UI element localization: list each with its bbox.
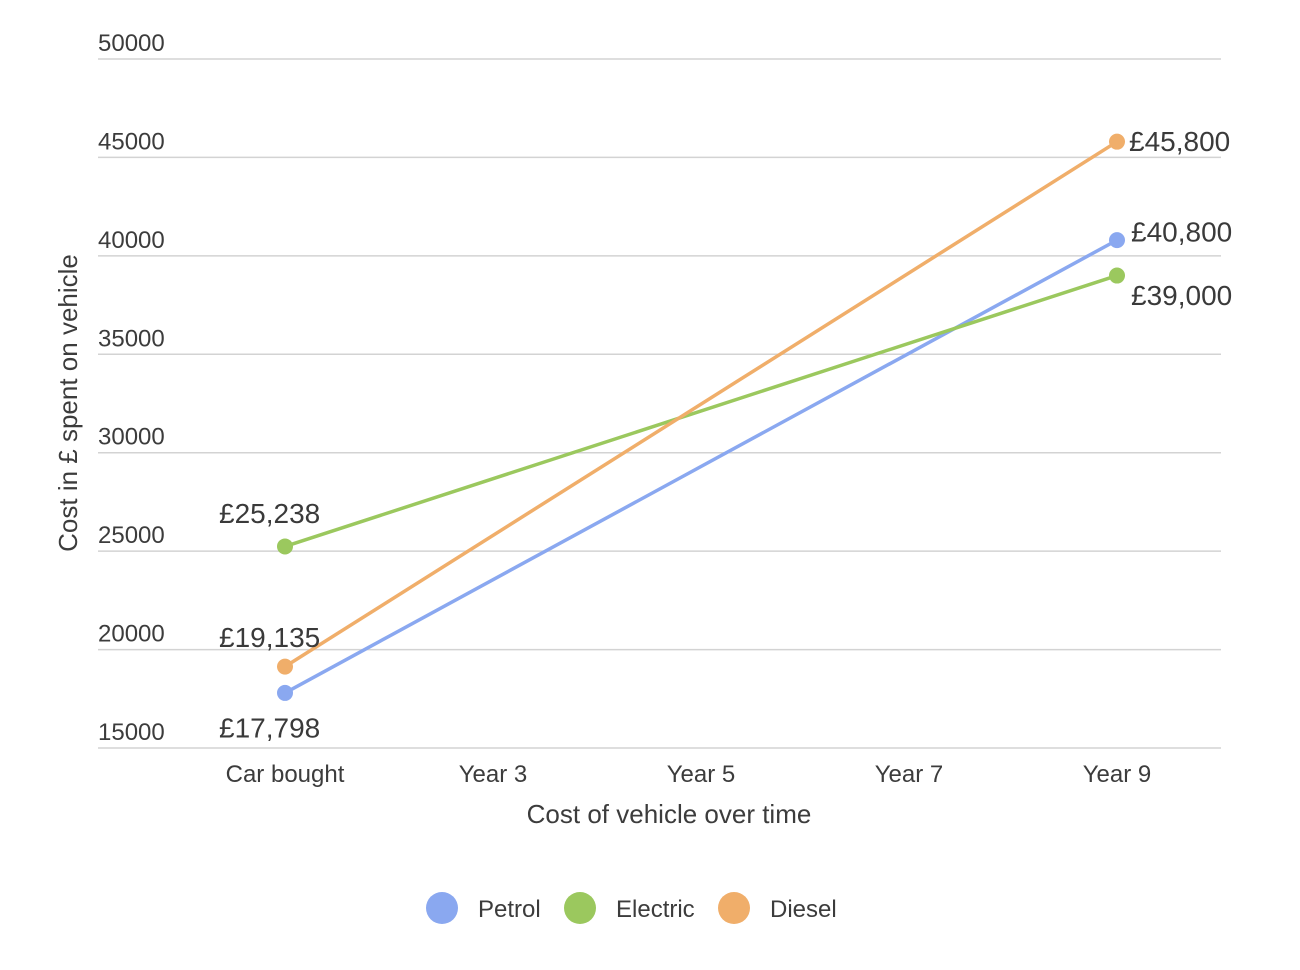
series-points <box>277 133 1125 701</box>
data-label-petrol: £40,800 <box>1131 216 1232 247</box>
data-label-diesel: £45,800 <box>1129 126 1230 157</box>
series-line-electric <box>283 273 1119 549</box>
x-tick-label: Car bought <box>226 761 345 788</box>
y-tick-label: 50000 <box>98 30 165 57</box>
data-point-diesel[interactable] <box>277 658 293 675</box>
y-tick-label: 45000 <box>98 128 165 155</box>
y-tick-label: 40000 <box>98 227 165 254</box>
series-lines <box>283 139 1119 695</box>
legend-swatch-petrol[interactable] <box>426 892 458 924</box>
x-tick-label: Year 3 <box>459 761 528 788</box>
data-label-electric: £25,238 <box>219 498 320 529</box>
data-point-diesel[interactable] <box>1109 133 1125 150</box>
legend-label-diesel[interactable]: Diesel <box>770 896 837 923</box>
y-tick-label: 20000 <box>98 621 165 648</box>
data-point-electric[interactable] <box>277 538 293 555</box>
data-label-electric: £39,000 <box>1131 280 1232 311</box>
legend-label-petrol[interactable]: Petrol <box>478 896 541 923</box>
legend-swatch-diesel[interactable] <box>718 892 750 924</box>
data-label-petrol: £17,798 <box>219 712 320 743</box>
legend-label-electric[interactable]: Electric <box>616 896 695 923</box>
x-axis-ticks: Car bought Year 3 Year 5 Year 7 Year 9 <box>226 761 1152 788</box>
y-axis-ticks: 15000 20000 25000 30000 35000 40000 45000 50000 <box>98 30 165 746</box>
data-labels: £17,798 £40,800 £25,238 £39,000 £19,135 £45,8… <box>219 126 1232 743</box>
y-axis-title: Cost in £ spent on vehicle <box>53 254 83 552</box>
data-point-petrol[interactable] <box>277 684 293 701</box>
legend-swatch-electric[interactable] <box>564 892 596 924</box>
y-tick-label: 35000 <box>98 325 165 352</box>
y-tick-label: 15000 <box>98 719 165 746</box>
data-label-diesel: £19,135 <box>219 622 320 653</box>
x-tick-label: Year 7 <box>875 761 944 788</box>
y-tick-label: 25000 <box>98 522 165 549</box>
x-tick-label: Year 9 <box>1083 761 1152 788</box>
x-tick-label: Year 5 <box>667 761 736 788</box>
x-axis-title: Cost of vehicle over time <box>527 799 812 829</box>
series-line-diesel <box>283 139 1119 669</box>
y-tick-label: 30000 <box>98 424 165 451</box>
data-point-electric[interactable] <box>1109 267 1125 284</box>
data-point-petrol[interactable] <box>1109 232 1125 249</box>
legend: Petrol Electric Diesel <box>426 892 837 924</box>
series-line-petrol <box>283 238 1119 695</box>
